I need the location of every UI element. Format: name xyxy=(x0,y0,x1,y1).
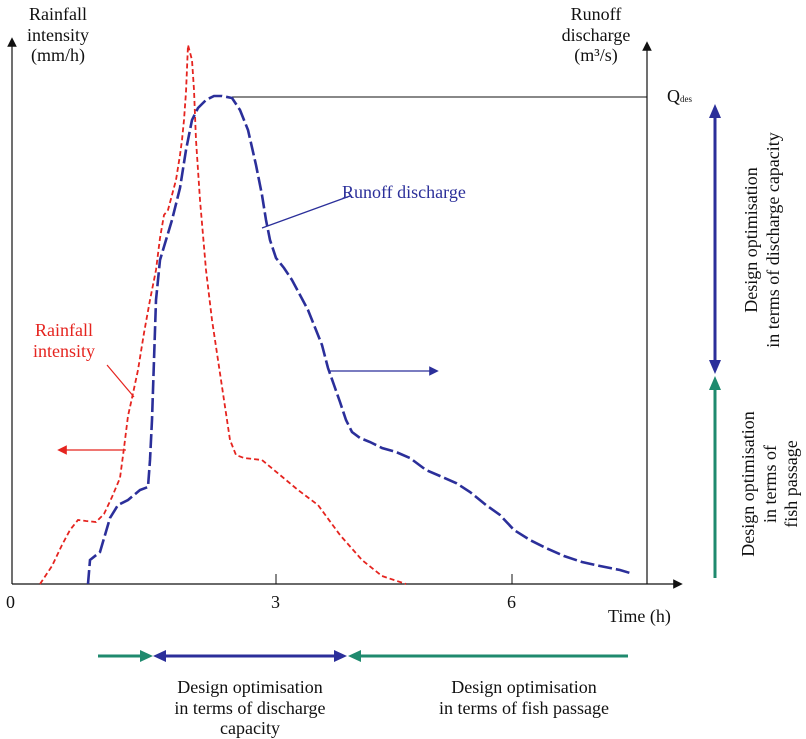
qdes-label: Qdes xyxy=(667,86,692,106)
runoff-leader xyxy=(261,195,351,229)
bottom-annotation-right: Design optimisation in terms of fish pas… xyxy=(439,677,609,718)
bottom-annotation-middle: Design optimisation in terms of discharg… xyxy=(174,677,326,739)
runoff-label: Runoff discharge xyxy=(342,182,466,202)
runoff-discharge-curve xyxy=(86,94,631,585)
fish-passage-arrow-right-head xyxy=(348,650,361,662)
right-annotation-lower: Design optimisation in terms of fish pas… xyxy=(738,411,802,557)
rainfall-leader xyxy=(106,364,135,398)
fish-passage-arrow-vertical-head xyxy=(709,376,721,390)
right-axis-label: Runoff discharge (m³/s) xyxy=(561,4,631,66)
discharge-capacity-arrow-bottom xyxy=(709,360,721,374)
discharge-capacity-arrow-top xyxy=(709,104,721,118)
discharge-capacity-arrow-horizontal-left xyxy=(153,650,166,662)
left-axis-label: Rainfall intensity (mm/h) xyxy=(27,4,89,66)
rainfall-intensity-curve xyxy=(39,44,407,585)
right-annotation-upper: Design optimisation in terms of discharg… xyxy=(741,132,783,348)
discharge-capacity-arrow-horizontal-right xyxy=(334,650,347,662)
x-tick-label-6: 6 xyxy=(507,592,516,612)
x-tick-label-3: 3 xyxy=(271,592,280,612)
fish-passage-arrow-left-head xyxy=(140,650,153,662)
rainfall-label: Rainfall intensity xyxy=(33,320,95,361)
x-axis-title: Time (h) xyxy=(608,606,671,626)
x-tick-label-0: 0 xyxy=(6,592,15,612)
